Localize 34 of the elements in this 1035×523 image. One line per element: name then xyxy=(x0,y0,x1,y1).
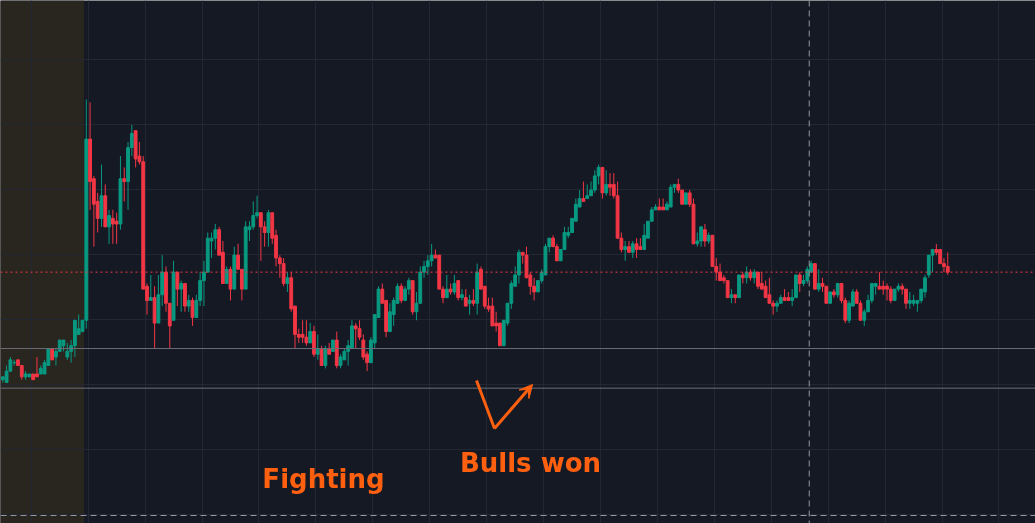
candlestick xyxy=(623,240,628,262)
candlestick xyxy=(258,212,263,262)
candlestick xyxy=(775,299,779,313)
candlestick xyxy=(183,282,187,313)
text: Bulls won xyxy=(459,447,602,478)
candlestick xyxy=(737,274,741,299)
candlestick xyxy=(122,166,127,202)
candlestick xyxy=(517,248,521,284)
candlestick xyxy=(699,226,703,248)
candlestick xyxy=(35,356,39,378)
candlestick xyxy=(308,322,313,344)
candlestick xyxy=(627,240,631,253)
candlestick xyxy=(702,223,707,248)
candlestick xyxy=(285,271,290,293)
candlestick xyxy=(608,172,612,197)
candlestick xyxy=(642,223,647,250)
candlestick xyxy=(592,169,597,194)
candlestick xyxy=(110,209,115,245)
candlestick xyxy=(930,248,935,273)
candlestick xyxy=(832,288,836,299)
candlestick xyxy=(387,302,392,333)
candlestick xyxy=(312,325,316,358)
candlestick xyxy=(190,297,195,327)
candlestick xyxy=(107,209,111,245)
candlestick xyxy=(885,282,889,301)
candlestick xyxy=(604,169,609,197)
candlestick xyxy=(444,274,449,299)
candlestick xyxy=(315,333,320,361)
candlestick xyxy=(323,345,328,369)
candlestick xyxy=(353,322,358,350)
candlestick xyxy=(304,319,309,347)
candlestick xyxy=(148,274,153,301)
text: Fighting xyxy=(262,463,385,494)
candlestick xyxy=(460,288,464,301)
